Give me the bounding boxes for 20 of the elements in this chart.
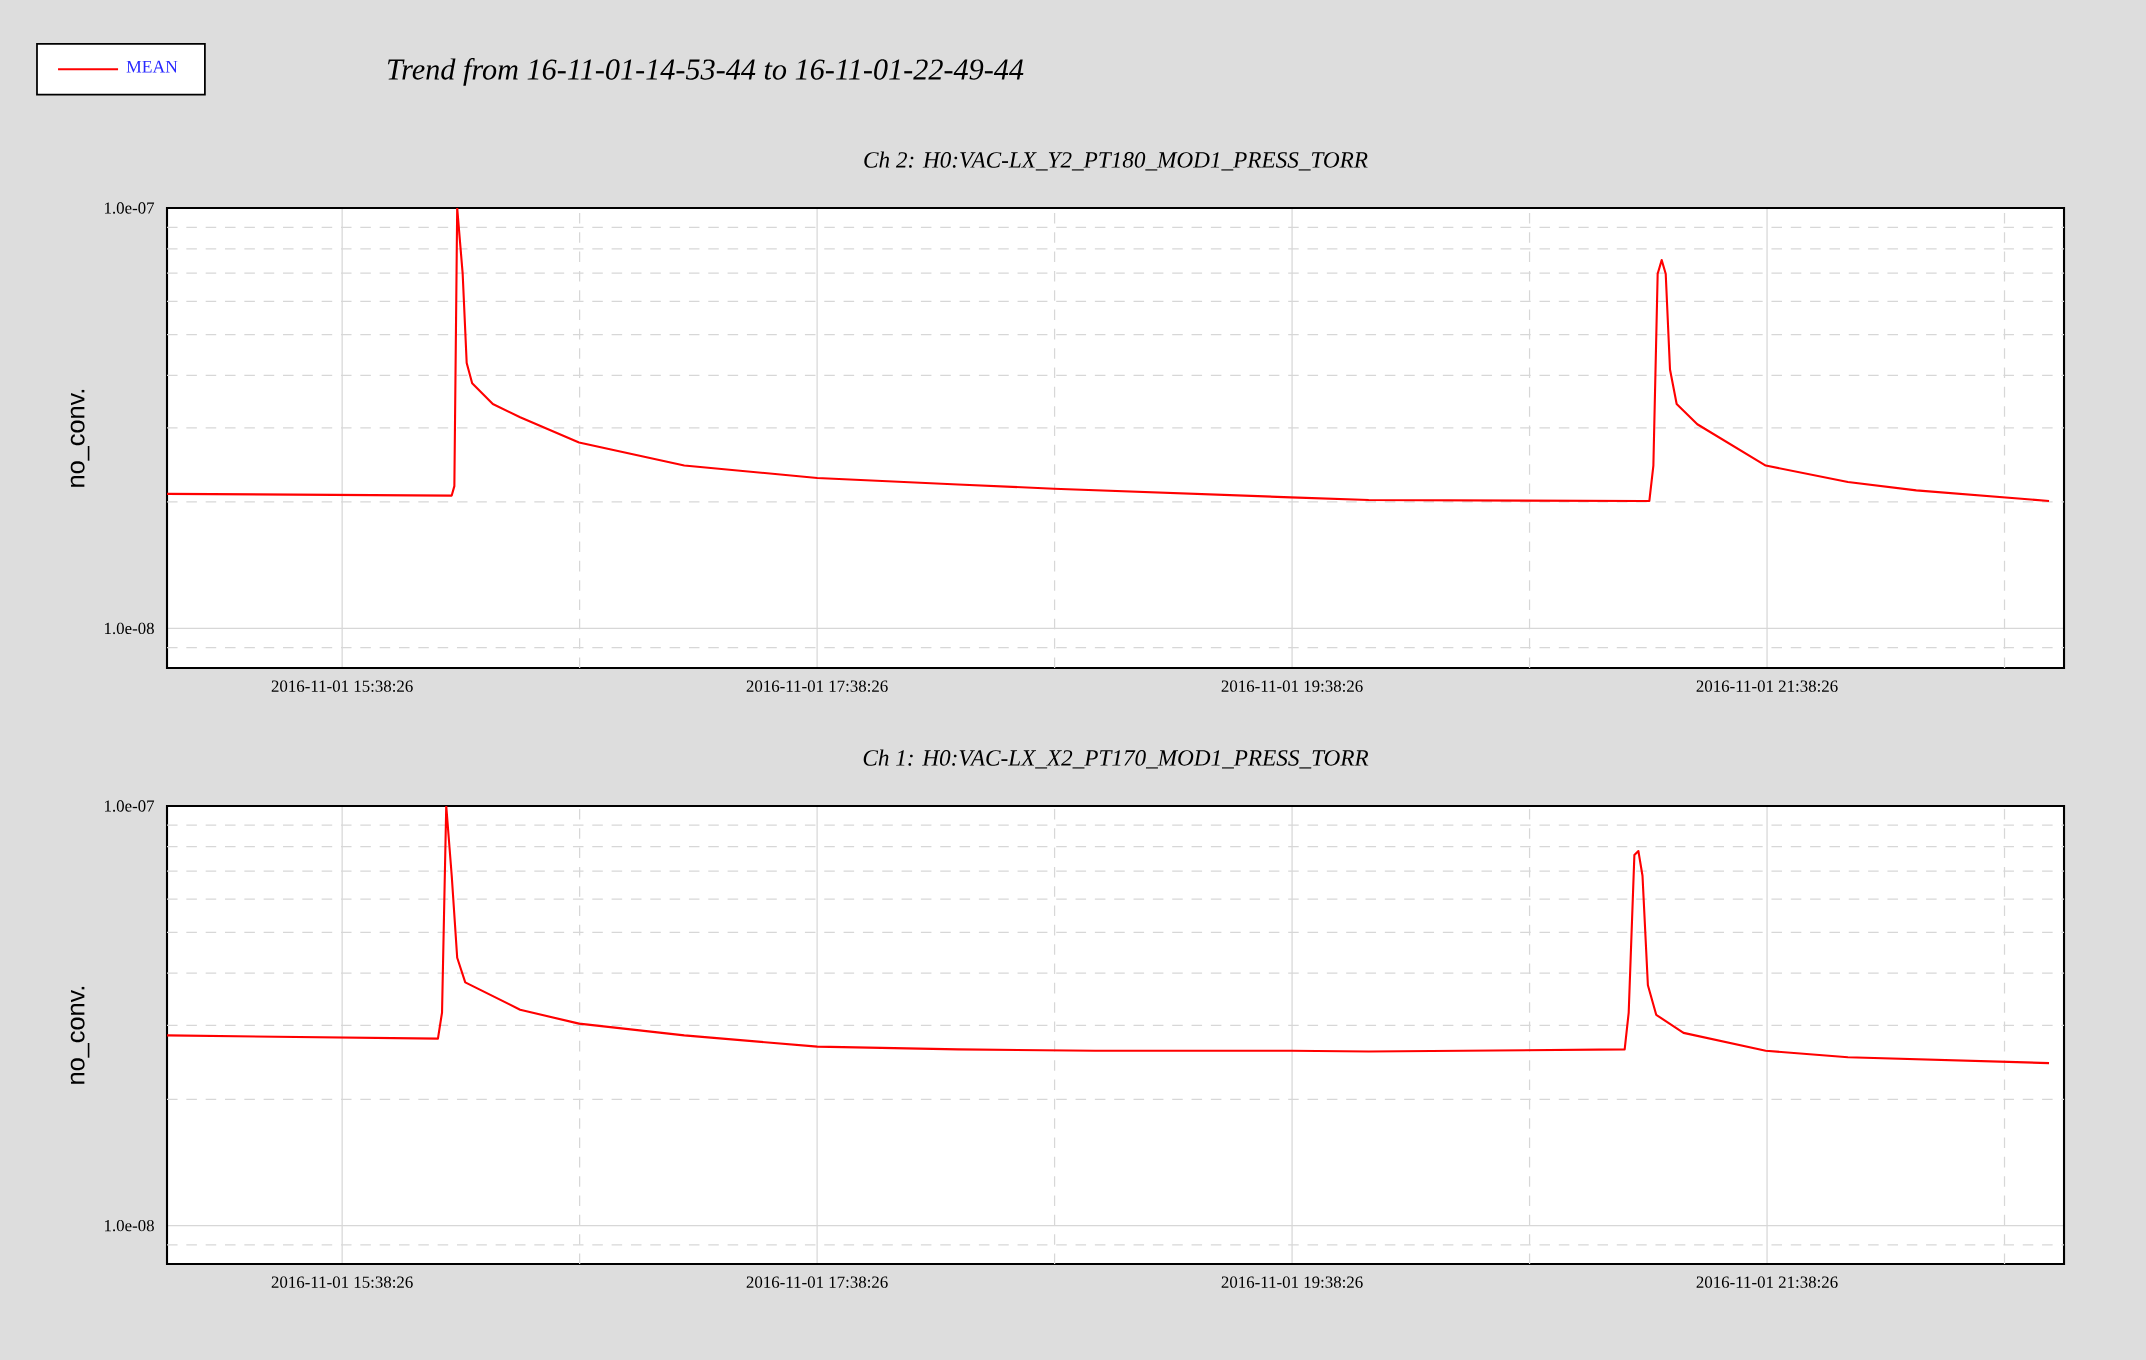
line-series bbox=[167, 208, 2051, 503]
chart-subtitle: Ch 2: H0:VAC-LX_Y2_PT180_MOD1_PRESS_TORR bbox=[864, 151, 1368, 171]
x-tick-label: 2016-11-01 19:38:26 bbox=[1221, 680, 1363, 692]
y-tick-label: 1.0e-07 bbox=[105, 202, 155, 214]
line-series bbox=[167, 806, 2051, 1065]
x-tick-label: 2016-11-01 15:38:26 bbox=[271, 1276, 413, 1288]
y-tick-label: 1.0e-08 bbox=[105, 1219, 154, 1232]
x-tick-label: 2016-11-01 17:38:26 bbox=[746, 680, 888, 692]
x-tick-label: 2016-11-01 19:38:26 bbox=[1221, 1276, 1363, 1288]
chart-title: Ch 1: H0:VAC-LX_X2_PT170_MOD1_PRESS_TORR bbox=[863, 749, 1369, 769]
x-tick-label: 2016-11-01 17:38:26 bbox=[746, 1276, 888, 1288]
legend-label: MEAN bbox=[126, 60, 178, 73]
y-axis-title: no_conv. bbox=[70, 389, 90, 487]
x-tick-label: 2016-11-01 21:38:26 bbox=[1696, 680, 1838, 692]
y-tick-label: 1.0e-07 bbox=[105, 800, 155, 812]
x-tick-label: 2016-11-01 21:38:26 bbox=[1696, 1276, 1838, 1288]
y-tick-label: 1.0e-08 bbox=[105, 622, 154, 635]
y-axis-title: no_conv. bbox=[70, 986, 90, 1084]
chart-title: Trend from 16-11-01-14-53-44 to 16-11-01-22-49-44 bbox=[387, 58, 1024, 86]
x-tick-label: 2016-11-01 15:38:26 bbox=[271, 680, 413, 692]
